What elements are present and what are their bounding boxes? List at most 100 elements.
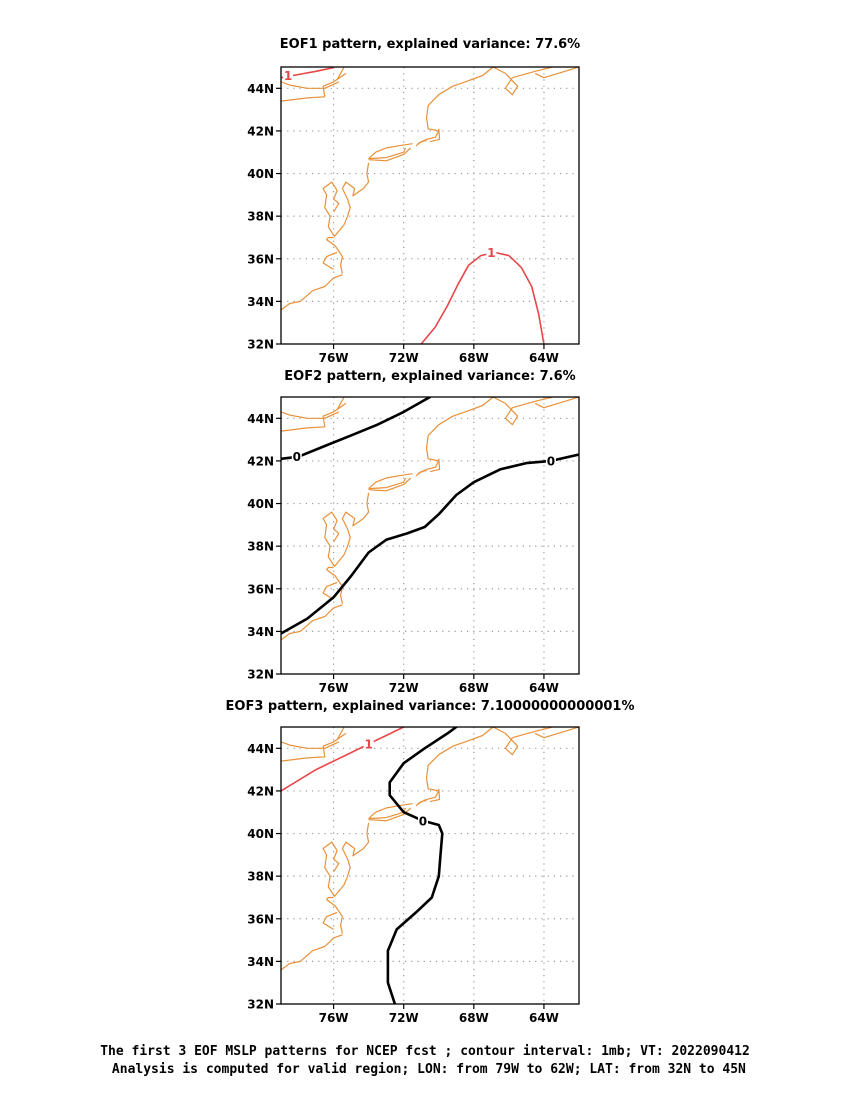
coastline [429, 128, 441, 143]
lat-tick-label: 38N [247, 540, 274, 554]
lat-tick-label: 44N [247, 412, 274, 426]
coastlines [281, 727, 579, 971]
coastline [417, 397, 494, 475]
plot-area: 10 [281, 727, 579, 1004]
coastline [534, 727, 579, 739]
lat-tick-label: 38N [247, 210, 274, 224]
coastline [512, 67, 553, 79]
lat-tick-label: 40N [247, 827, 274, 841]
lon-tick-label: 68W [459, 681, 489, 695]
lat-tick-label: 34N [247, 955, 274, 969]
lon-tick-label: 72W [389, 1011, 419, 1025]
contour-label: 1 [487, 246, 495, 260]
coastline [368, 477, 412, 492]
coastline [326, 566, 343, 604]
grid-lines [281, 727, 579, 1004]
coastline [368, 147, 407, 160]
coastline [429, 458, 441, 473]
coastline [368, 473, 413, 490]
positive-contour-line [281, 727, 405, 792]
lat-tick-label: 36N [247, 582, 274, 596]
coastline [281, 604, 343, 641]
coastline [429, 788, 441, 803]
coastline [322, 822, 370, 898]
lat-tick-label: 44N [247, 82, 274, 96]
coastline [415, 139, 427, 147]
lat-tick-label: 40N [247, 497, 274, 511]
coastline [368, 147, 412, 162]
coastline [336, 727, 345, 741]
coastline [281, 402, 347, 432]
coastline [415, 799, 427, 807]
lon-tick-label: 68W [459, 351, 489, 365]
contour-label-bg [291, 449, 302, 464]
plot-area: 11 [281, 67, 579, 344]
lat-tick-label: 34N [247, 625, 274, 639]
positive-contour-line [420, 251, 545, 344]
map-frame [280, 66, 580, 345]
lat-tick-label: 32N [247, 668, 274, 682]
coastline [322, 911, 338, 930]
coastline [415, 469, 427, 477]
coastline [281, 732, 347, 762]
lon-tick-label: 64W [529, 351, 559, 365]
contour-label-bg [283, 68, 294, 83]
coastline [492, 727, 519, 756]
lon-tick-label: 76W [319, 351, 349, 365]
contour-label-bg [363, 737, 374, 752]
lon-tick-label: 64W [529, 681, 559, 695]
coastline [368, 807, 407, 820]
lat-tick-label: 42N [247, 784, 274, 798]
coastline [281, 934, 343, 971]
coastline [534, 397, 579, 409]
map-frame [280, 396, 580, 675]
lat-tick-label: 36N [247, 912, 274, 926]
lon-tick-label: 76W [319, 1011, 349, 1025]
contour-label: 0 [547, 454, 555, 468]
coastline [368, 477, 407, 490]
contour-label: 0 [419, 814, 427, 828]
coastline [512, 397, 553, 409]
coastline [322, 251, 338, 270]
lat-tick-label: 38N [247, 870, 274, 884]
coastline [336, 67, 345, 81]
coastline [281, 274, 343, 311]
coastline [322, 581, 338, 600]
coastline [322, 162, 370, 237]
eof1-map-panel: EOF1 pattern, explained variance: 77.6% 1… [247, 37, 580, 365]
lat-tick-label: 42N [247, 454, 274, 468]
coastline [534, 67, 579, 79]
panel-title: EOF3 pattern, explained variance: 7.1000… [226, 699, 635, 714]
grid-lines [281, 397, 579, 674]
contour-label-bg [545, 453, 556, 468]
coastline [281, 72, 347, 102]
coastline [492, 397, 519, 426]
lon-tick-label: 72W [389, 351, 419, 365]
coastline [326, 896, 343, 934]
contour-label: 1 [284, 69, 292, 83]
lat-tick-label: 34N [247, 295, 274, 309]
lon-tick-label: 76W [319, 681, 349, 695]
coastline [492, 67, 519, 96]
contour-label-bg [417, 813, 428, 828]
lat-tick-label: 40N [247, 167, 274, 181]
coastline [417, 727, 494, 805]
figure-caption-line-1: The first 3 EOF MSLP patterns for NCEP f… [100, 1044, 750, 1059]
coastlines [281, 397, 579, 641]
lon-tick-label: 72W [389, 681, 419, 695]
lat-tick-label: 42N [247, 124, 274, 138]
coastline [326, 236, 343, 274]
panel-title: EOF2 pattern, explained variance: 7.6% [284, 369, 575, 384]
lat-tick-label: 44N [247, 742, 274, 756]
lat-tick-label: 32N [247, 998, 274, 1012]
lat-tick-label: 32N [247, 338, 274, 352]
coastline [512, 727, 553, 739]
lon-tick-label: 68W [459, 1011, 489, 1025]
coastline [368, 807, 412, 822]
contour-label: 0 [293, 450, 301, 464]
lon-tick-label: 64W [529, 1011, 559, 1025]
coastline [281, 411, 340, 419]
map-frame [280, 726, 580, 1005]
